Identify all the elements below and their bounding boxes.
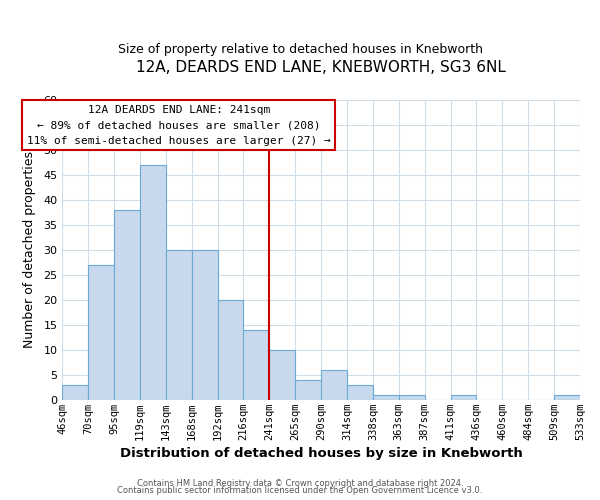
Bar bbox=[114, 210, 140, 400]
Text: Size of property relative to detached houses in Knebworth: Size of property relative to detached ho… bbox=[118, 42, 482, 56]
Bar bbox=[399, 395, 425, 400]
Bar bbox=[451, 395, 476, 400]
Bar bbox=[88, 265, 114, 400]
Bar bbox=[62, 385, 88, 400]
Bar bbox=[269, 350, 295, 400]
Bar bbox=[295, 380, 321, 400]
Y-axis label: Number of detached properties: Number of detached properties bbox=[23, 152, 37, 348]
Bar bbox=[166, 250, 191, 400]
Bar bbox=[321, 370, 347, 400]
Bar bbox=[347, 385, 373, 400]
Bar bbox=[218, 300, 244, 400]
Bar bbox=[244, 330, 269, 400]
Bar bbox=[140, 165, 166, 400]
Text: Contains public sector information licensed under the Open Government Licence v3: Contains public sector information licen… bbox=[118, 486, 482, 495]
Bar bbox=[554, 395, 580, 400]
Bar bbox=[373, 395, 399, 400]
X-axis label: Distribution of detached houses by size in Knebworth: Distribution of detached houses by size … bbox=[120, 447, 523, 460]
Text: 12A DEARDS END LANE: 241sqm
← 89% of detached houses are smaller (208)
11% of se: 12A DEARDS END LANE: 241sqm ← 89% of det… bbox=[27, 105, 331, 146]
Text: Contains HM Land Registry data © Crown copyright and database right 2024.: Contains HM Land Registry data © Crown c… bbox=[137, 478, 463, 488]
Title: 12A, DEARDS END LANE, KNEBWORTH, SG3 6NL: 12A, DEARDS END LANE, KNEBWORTH, SG3 6NL bbox=[136, 60, 506, 75]
Bar bbox=[191, 250, 218, 400]
